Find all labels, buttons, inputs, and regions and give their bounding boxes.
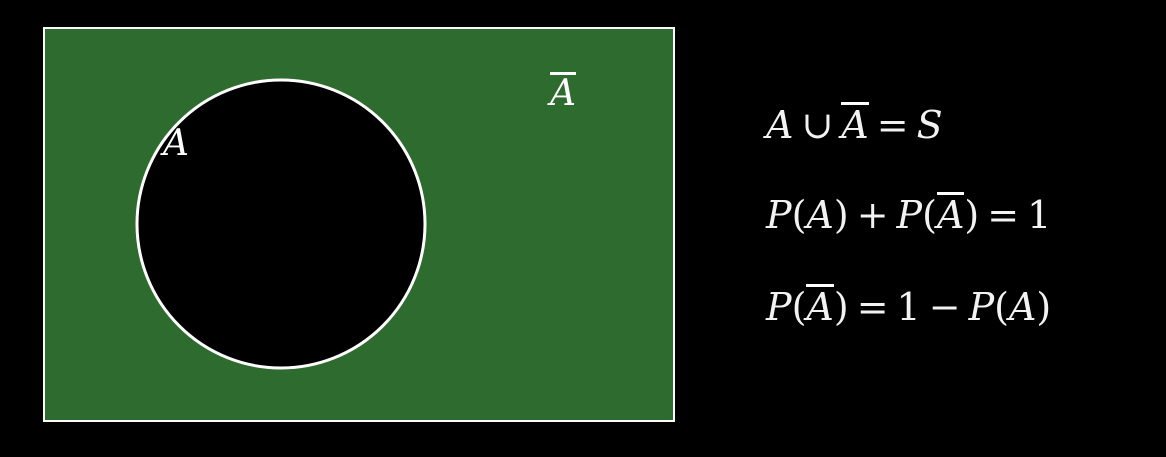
eq3-one: 1 [896,285,921,329]
eq1-a-bar: A [841,102,869,147]
eq2-equals: = [987,193,1020,237]
label-a-complement: A [550,72,576,112]
eq2-a-bar: A [936,192,965,237]
eq2-plus: + [856,193,889,237]
eq3-minus: − [928,285,961,329]
eq1-union: ∪ [801,103,834,147]
venn-diagram [43,27,675,422]
equation-union: A ∪ A = S [766,102,943,144]
eq1-s: S [916,103,943,147]
eq1-a: A [766,103,794,147]
eq2-p2: P [896,193,923,237]
eq2-one: 1 [1027,193,1052,237]
label-a: A [163,123,189,164]
eq1-equals: = [876,103,909,147]
eq3-a-bar: A [806,284,834,329]
eq3-p1: P [766,285,792,329]
eq2-p1: P [766,193,792,237]
equation-complement: P(A) = 1− P(A) [766,284,1052,329]
eq3-a: A [1008,285,1037,329]
eq3-equals: = [856,285,889,329]
eq2-a: A [806,193,834,237]
label-a-complement-bar: A [550,72,576,114]
equation-sum: P(A) + P(A) = 1 [766,192,1052,237]
event-a-circle [135,78,427,370]
eq3-p2: P [968,285,995,329]
